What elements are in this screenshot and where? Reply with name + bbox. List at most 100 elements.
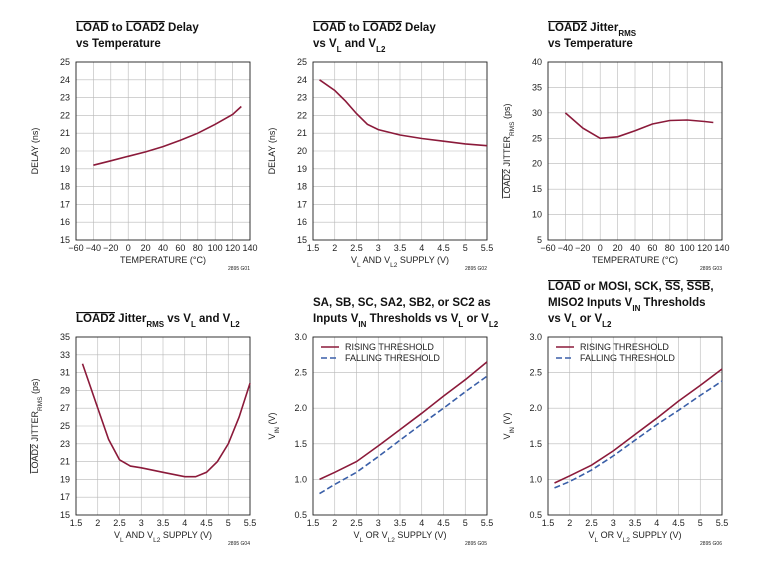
x-tick-label: 4	[654, 518, 659, 528]
x-tick-label: 5	[463, 243, 468, 253]
legend-label: FALLING THRESHOLD	[580, 353, 675, 363]
x-tick-label: 1.5	[542, 518, 555, 528]
text-segment: AND V	[124, 530, 154, 540]
chart-title: LOAD2 JitterRMS	[548, 22, 637, 38]
x-tick-label: 120	[225, 243, 240, 253]
y-tick-label: 18	[297, 182, 307, 192]
y-tick-label: 3.0	[294, 332, 307, 342]
text-segment: RMS	[37, 396, 44, 411]
text-segment: SSB	[687, 281, 711, 293]
text-segment: or MOSI, SCK,	[581, 281, 665, 293]
text-segment: vs Temperature	[76, 38, 161, 50]
text-segment: OR V	[598, 530, 623, 540]
text-segment: Delay	[402, 22, 436, 34]
x-axis-label: VL OR VL2 SUPPLY (V)	[353, 530, 446, 544]
y-tick-label: 24	[60, 75, 70, 85]
text-segment: LOAD2	[363, 22, 402, 34]
text-segment: LOAD2	[502, 169, 512, 199]
x-tick-label: 4.5	[437, 243, 450, 253]
y-tick-label: 5	[537, 235, 542, 245]
text-segment: SS	[665, 281, 681, 293]
text-segment: and V	[196, 313, 231, 325]
plot-frame	[547, 336, 723, 516]
x-tick-label: 4	[419, 243, 424, 253]
x-tick-label: −20	[103, 243, 118, 253]
text-segment: (V)	[502, 412, 512, 427]
y-tick-label: 1.0	[294, 474, 307, 484]
y-tick-label: 29	[60, 385, 70, 395]
y-tick-label: 10	[532, 210, 542, 220]
x-tick-label: 5.5	[716, 518, 729, 528]
x-tick-label: 0	[598, 243, 603, 253]
x-axis-label: TEMPERATURE (°C)	[592, 255, 678, 265]
chart-title: LOAD2 JitterRMS vs VL and VL2	[76, 313, 240, 329]
text-segment: OR V	[363, 530, 388, 540]
y-tick-label: 2.0	[529, 403, 542, 413]
plot-frame	[312, 61, 488, 241]
text-segment: ,	[710, 281, 713, 293]
x-tick-label: 80	[665, 243, 675, 253]
y-tick-label: 20	[532, 159, 542, 169]
x-tick-label: 5	[698, 518, 703, 528]
text-segment: LOAD2	[548, 22, 587, 34]
x-tick-label: 5	[463, 518, 468, 528]
text-segment: and V	[342, 38, 377, 50]
text-segment: LOAD	[548, 281, 581, 293]
x-tick-label: 4.5	[437, 518, 450, 528]
plot-frame	[75, 61, 251, 241]
x-tick-label: 40	[158, 243, 168, 253]
y-tick-label: 0.5	[294, 510, 307, 520]
y-tick-label: 25	[532, 133, 542, 143]
text-segment: TEMPERATURE (°C)	[120, 255, 206, 265]
y-tick-label: 17	[60, 199, 70, 209]
y-tick-label: 23	[60, 439, 70, 449]
y-tick-label: 1.5	[294, 439, 307, 449]
text-segment: IN	[509, 427, 516, 434]
y-tick-label: 15	[60, 235, 70, 245]
text-segment: L2	[388, 537, 396, 544]
x-tick-label: −20	[575, 243, 590, 253]
x-tick-label: 5	[226, 518, 231, 528]
text-segment: IN	[632, 304, 640, 313]
x-tick-label: 2.5	[350, 243, 363, 253]
plot-frame	[547, 61, 723, 241]
text-segment: ,	[680, 281, 686, 293]
text-segment: vs V	[164, 313, 191, 325]
y-tick-label: 2.5	[529, 368, 542, 378]
x-tick-label: 120	[697, 243, 712, 253]
x-tick-label: 60	[175, 243, 185, 253]
y-tick-label: 17	[60, 492, 70, 502]
text-segment: to	[109, 22, 126, 34]
text-segment: LOAD	[313, 22, 346, 34]
x-tick-label: 2.5	[113, 518, 126, 528]
text-segment: (V)	[267, 412, 277, 427]
text-segment: V	[351, 255, 357, 265]
y-tick-label: 19	[60, 474, 70, 484]
x-tick-label: 2.5	[585, 518, 598, 528]
y-tick-label: 21	[60, 457, 70, 467]
y-tick-label: 24	[297, 75, 307, 85]
text-segment: DELAY (ns)	[267, 128, 277, 175]
text-segment: Inputs V	[313, 313, 359, 325]
x-tick-label: 3	[611, 518, 616, 528]
x-tick-label: 140	[242, 243, 257, 253]
x-tick-label: 3.5	[394, 518, 407, 528]
data-line	[564, 112, 714, 140]
x-axis-label: VL AND VL2 SUPPLY (V)	[351, 255, 449, 269]
text-segment: TEMPERATURE (°C)	[592, 255, 678, 265]
legend-label: RISING THRESHOLD	[345, 342, 434, 352]
text-segment: L2	[602, 320, 612, 329]
x-tick-label: −60	[540, 243, 555, 253]
text-segment: V	[588, 530, 594, 540]
y-tick-label: 19	[60, 164, 70, 174]
y-tick-label: 16	[60, 217, 70, 227]
text-segment: LOAD	[76, 22, 109, 34]
text-segment: vs V	[548, 313, 572, 325]
text-segment: V	[114, 530, 120, 540]
plot-frame	[75, 336, 251, 516]
x-tick-label: 20	[613, 243, 623, 253]
y-axis-label: DELAY (ns)	[267, 128, 277, 175]
y-tick-label: 15	[532, 184, 542, 194]
